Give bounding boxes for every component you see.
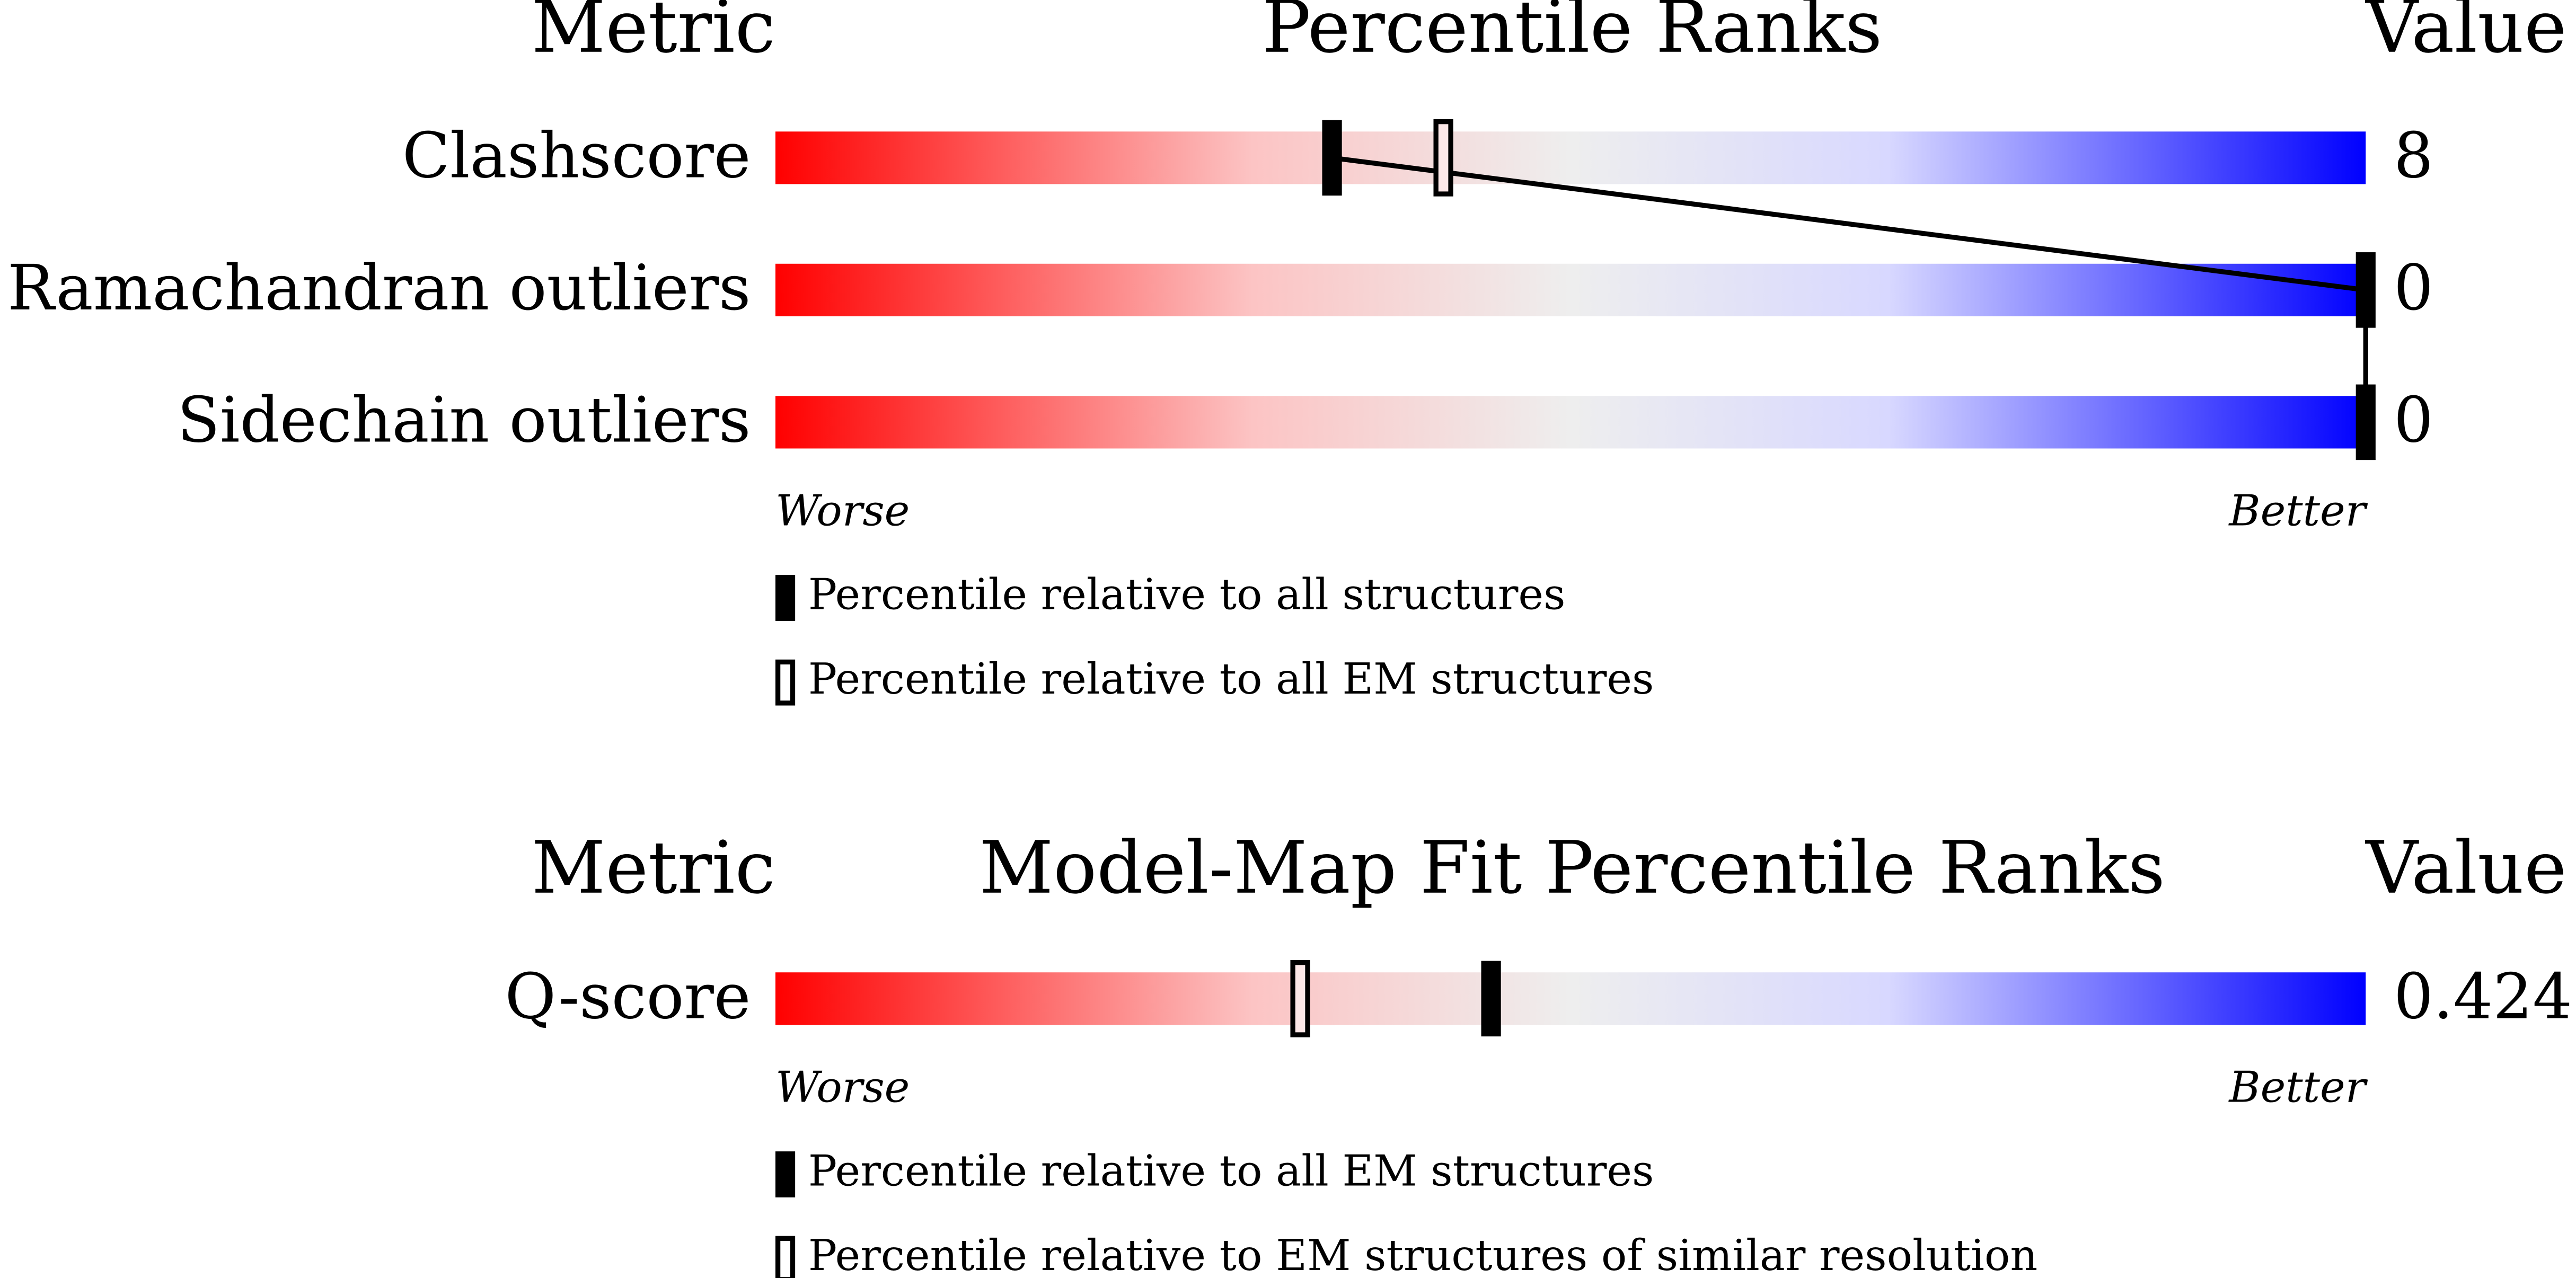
legend-swatch [775, 575, 796, 621]
percentile-marker-hollow [1433, 119, 1453, 197]
percentile-marker [1481, 961, 1501, 1037]
better-label: Better [2228, 1062, 2368, 1112]
metric-value: 0 [2394, 252, 2433, 324]
percentile-marker [2356, 384, 2376, 460]
value-header: Value [2365, 0, 2566, 69]
metric-header: Metric [532, 0, 775, 69]
percentile-bar [775, 396, 2366, 449]
percentile-marker [2356, 252, 2376, 328]
worse-label: Worse [775, 1062, 910, 1112]
chart-title: Percentile Ranks [1262, 0, 1882, 69]
legend-swatch-hollow [775, 659, 796, 706]
legend-label: Percentile relative to all structures [808, 570, 1566, 620]
metric-value: 0 [2394, 384, 2433, 457]
legend-label: Percentile relative to EM structures of … [808, 1231, 2037, 1278]
metric-label: Q-score [505, 961, 751, 1033]
better-label: Better [2228, 486, 2368, 536]
metric-header: Metric [532, 826, 775, 910]
percentile-marker-hollow [1290, 960, 1310, 1037]
metric-value: 8 [2394, 120, 2433, 192]
chart-title: Model-Map Fit Percentile Ranks [980, 826, 2165, 910]
percentile-bar [775, 263, 2366, 316]
legend-label: Percentile relative to all EM structures [808, 654, 1654, 704]
percentile-bar [775, 131, 2366, 184]
value-header: Value [2365, 826, 2566, 910]
legend-label: Percentile relative to all EM structures [808, 1146, 1654, 1196]
metric-value: 0.424 [2394, 961, 2572, 1033]
metric-label: Ramachandran outliers [7, 252, 751, 324]
metric-label: Clashscore [402, 120, 751, 192]
metric-label: Sidechain outliers [177, 384, 751, 457]
percentile-bar [775, 972, 2366, 1025]
percentile-marker [1322, 120, 1342, 196]
legend-swatch-hollow [775, 1236, 796, 1278]
worse-label: Worse [775, 486, 910, 536]
legend-swatch [775, 1151, 796, 1197]
